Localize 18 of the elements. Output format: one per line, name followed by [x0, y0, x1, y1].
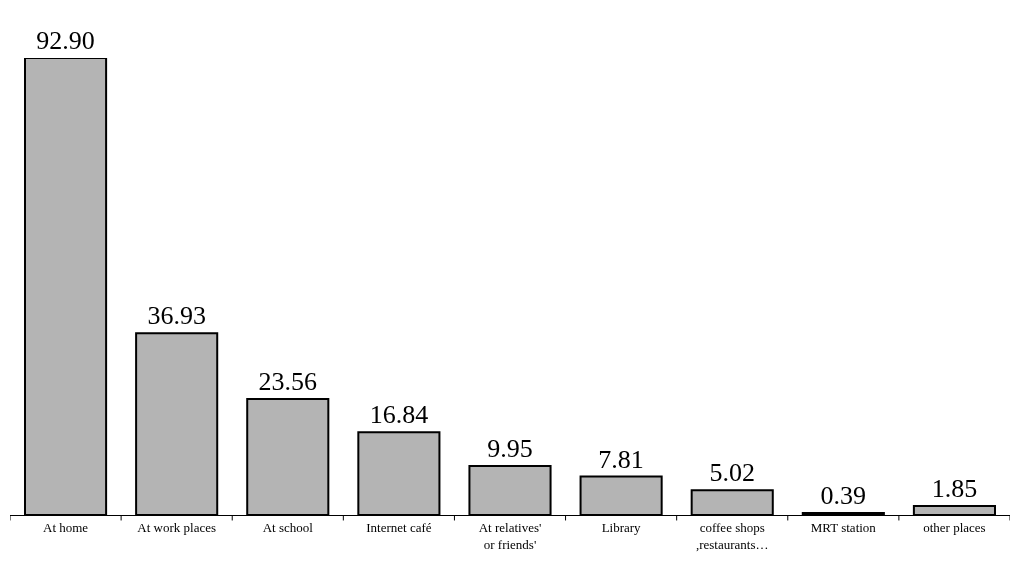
x-tick-label: Library [601, 519, 642, 535]
x-tick-label: At work places [137, 519, 217, 535]
data-label: 1.85 [931, 473, 978, 503]
data-label: 16.84 [369, 400, 429, 430]
data-label: 5.02 [709, 458, 755, 488]
data-label: 7.81 [598, 444, 644, 474]
data-label: 0.39 [820, 481, 867, 511]
data-label: 92.90 [36, 26, 95, 55]
data-label: 23.56 [258, 367, 318, 397]
data-label: 36.93 [147, 301, 206, 331]
x-tick-label: At school [262, 519, 314, 535]
data-label: 9.95 [487, 434, 533, 464]
x-tick-label: other places [923, 519, 986, 535]
x-tick-label: Internet café [366, 519, 432, 535]
x-tick-label: At home [42, 519, 89, 535]
x-tick-label: At relatives' or friends' [478, 519, 542, 552]
x-tick-label: coffee shops ,restaurants… [695, 519, 769, 552]
x-tick-label: MRT station [810, 519, 877, 535]
